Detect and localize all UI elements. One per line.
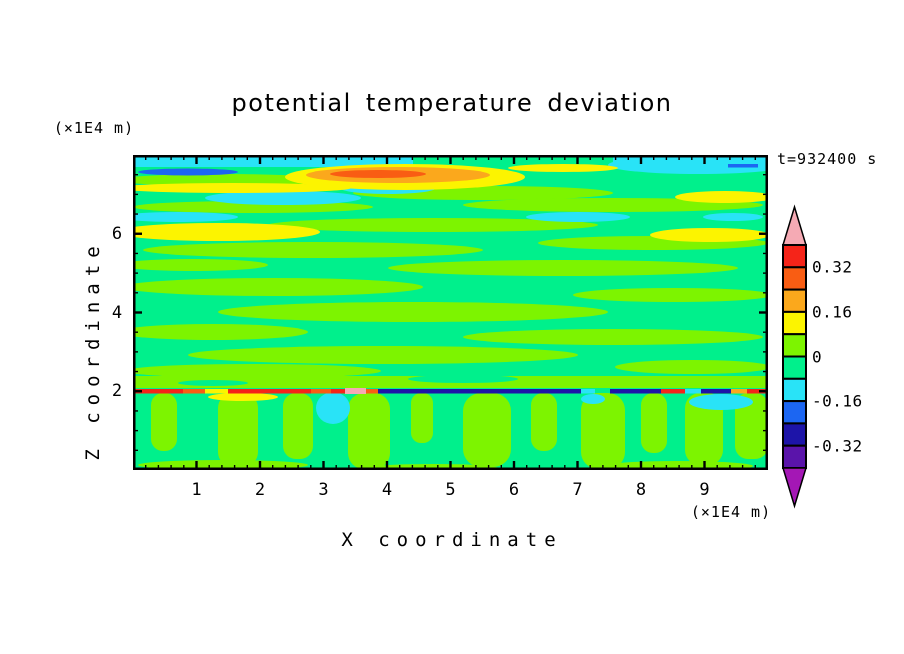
colorbar-segment [782,288,807,313]
colorbar-segment [782,310,807,336]
x-axis-title: X coordinate [341,529,563,551]
blue-streak-top-left [138,168,238,176]
blue-dash-top-right [728,164,758,168]
colorbar-segment [782,355,807,380]
contour-cold-tongues [316,392,753,424]
chart-title: potential temperature deviation [231,89,673,117]
x-tick-label: 8 [635,480,647,500]
colorbar-tick-label: 0.16 [812,302,853,322]
time-annotation: t=932400 s [777,150,878,168]
x-axis-unit-label: (×1E4 m) [690,503,772,521]
colorbar-tick-label: 0 [812,347,823,366]
z-tick-label: 2 [111,381,123,402]
x-tick-label: 3 [318,480,329,500]
colorbar-arrow-bottom [781,467,808,509]
contour-warm-anomaly [285,164,525,190]
colorbar-tick-label: -0.32 [812,436,863,456]
z-axis-title: Z coordinate [82,239,104,461]
colorbar-segment [782,444,807,469]
x-tick-label: 7 [572,480,583,500]
x-tick-label: 6 [508,480,520,500]
colorbar-segment [782,333,807,358]
colorbar-segment [782,266,807,291]
colorbar-arrow-top [781,204,808,246]
z-tick-label: 4 [111,302,123,323]
contour-inversion-sheet [133,388,768,401]
colorbar-segments [782,244,807,469]
x-tick-label: 9 [699,480,710,500]
z-tick-label: 6 [111,223,123,244]
colorbar [781,204,808,509]
z-axis-unit-label: (×1E4 m) [53,119,135,137]
plot-frame [133,155,768,470]
contour-plot [133,155,768,470]
x-tick-label: 2 [254,480,266,500]
colorbar-segment [782,244,807,269]
colorbar-segment [782,422,807,447]
colorbar-tick-label: 0.32 [812,257,853,277]
colorbar-tick-label: -0.16 [812,391,863,411]
colorbar-segment [782,400,807,425]
colorbar-segment [782,377,807,403]
contour-plumes [138,393,768,470]
x-tick-label: 5 [445,480,456,500]
x-tick-label: 4 [381,480,393,500]
x-tick-label: 1 [191,480,202,500]
contour-warm-streaks [133,164,768,242]
